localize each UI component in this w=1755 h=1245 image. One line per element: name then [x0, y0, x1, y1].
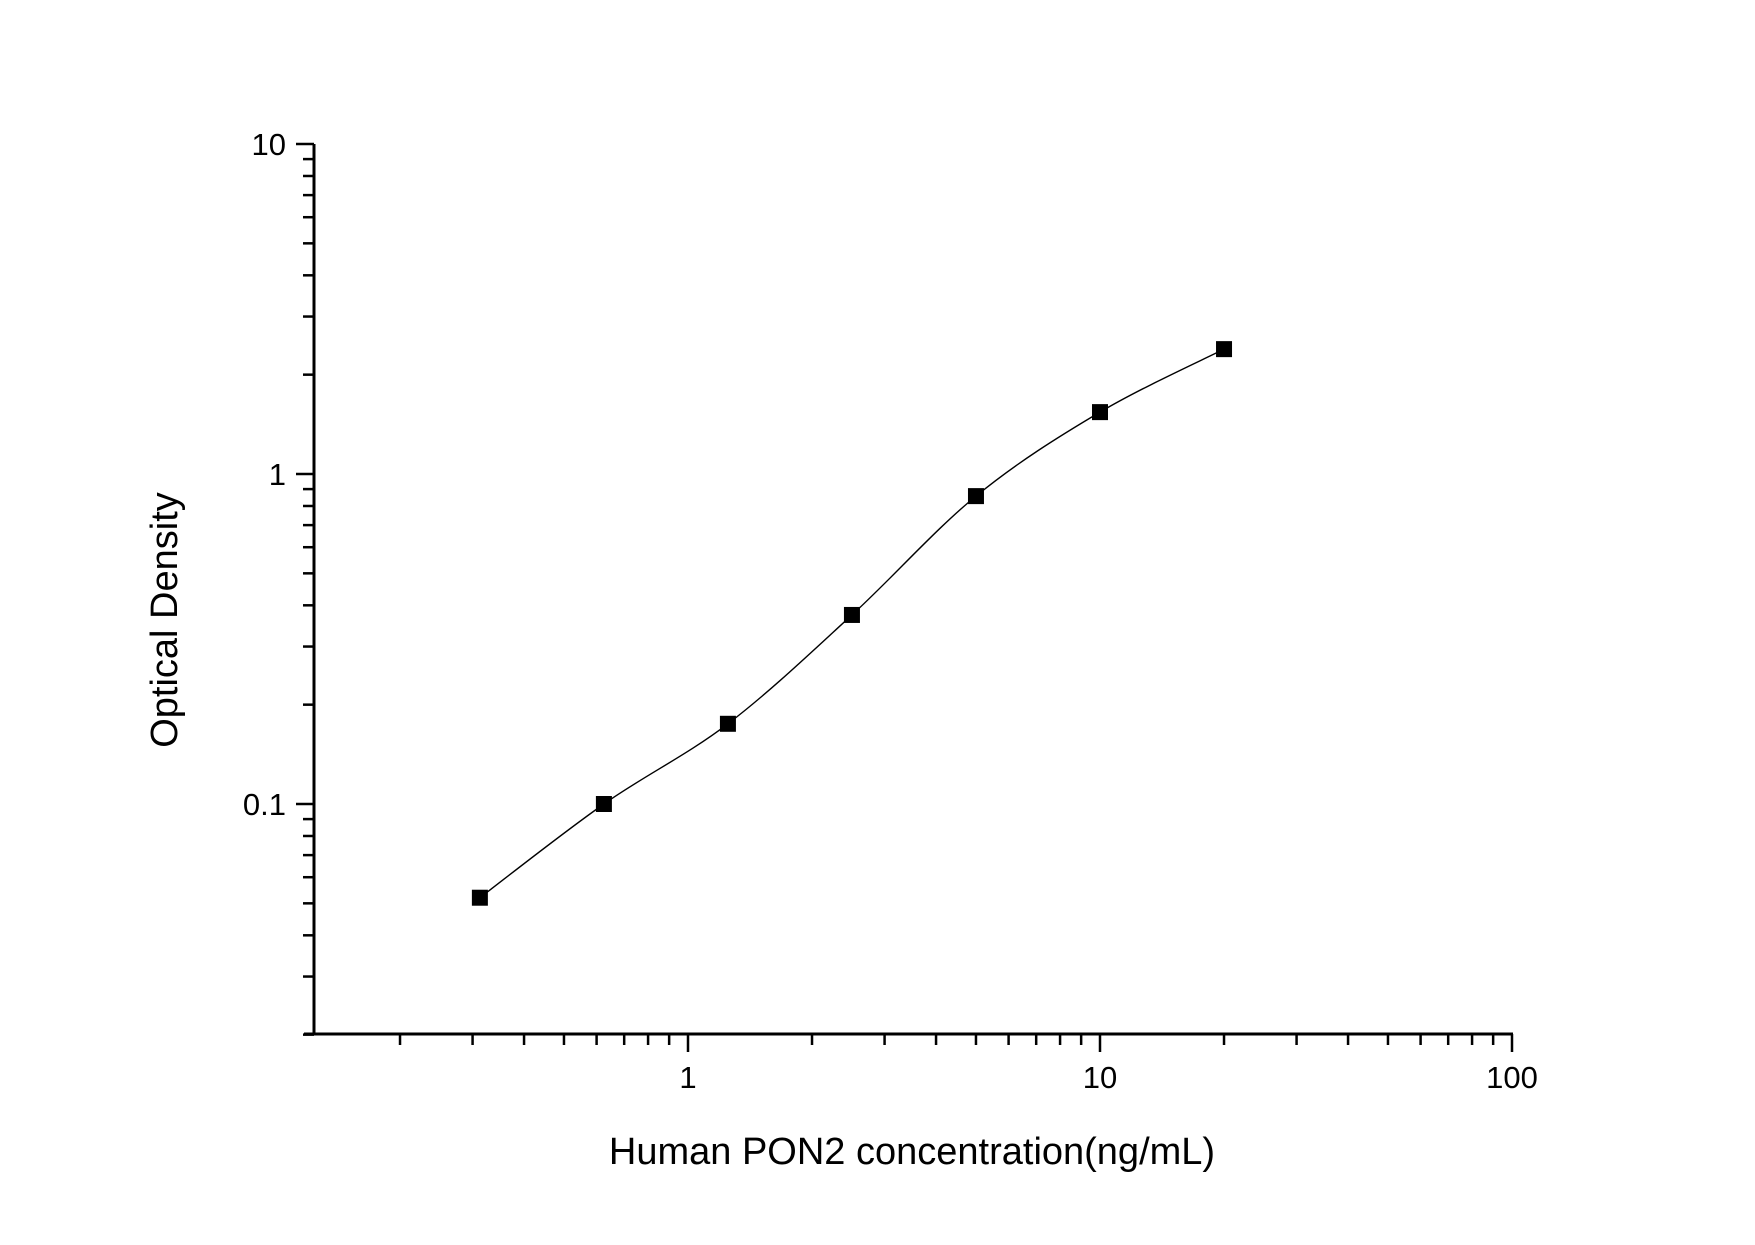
square-marker-icon	[1092, 404, 1108, 421]
square-marker-icon	[843, 606, 860, 623]
axes: 1 10 100 0.1 1 10	[243, 127, 1538, 1095]
data-markers	[471, 341, 1233, 906]
y-tick-label: 10	[252, 127, 286, 162]
square-marker-icon	[1216, 341, 1233, 358]
y-tick-label: 0.1	[243, 787, 286, 822]
square-marker-icon	[719, 715, 736, 732]
square-marker-icon	[967, 488, 984, 505]
x-tick-label: 1	[679, 1060, 696, 1095]
standard-curve-line	[479, 348, 1225, 899]
fit-curve	[479, 348, 1225, 899]
square-marker-icon	[595, 796, 612, 812]
x-tick-label: 100	[1486, 1060, 1538, 1095]
x-tick-label: 10	[1083, 1060, 1117, 1095]
y-axis-title: Optical Density	[144, 492, 186, 748]
x-axis-title: Human PON2 concentration(ng/mL)	[609, 1131, 1215, 1173]
y-tick-label: 1	[269, 457, 286, 492]
square-marker-icon	[471, 889, 488, 906]
